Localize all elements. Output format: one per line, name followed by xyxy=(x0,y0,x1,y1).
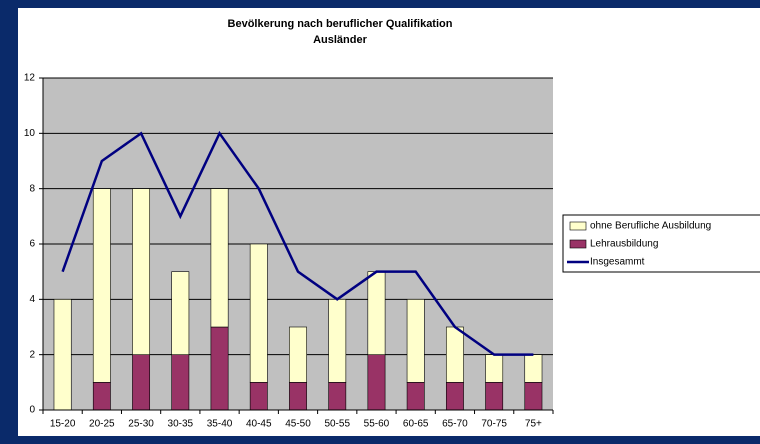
x-tick-label: 75+ xyxy=(525,419,542,430)
bar-segment xyxy=(92,188,111,383)
x-tick-label: 20-25 xyxy=(89,419,115,430)
y-tick-label: 6 xyxy=(29,239,35,250)
bar-segment xyxy=(289,326,307,383)
bar-segment xyxy=(485,354,504,383)
x-tick-label: 15-20 xyxy=(50,419,76,430)
bar-segment xyxy=(328,299,347,383)
x-tick-label: 55-60 xyxy=(364,419,390,430)
bar-segment xyxy=(171,271,190,355)
bar-segment xyxy=(367,354,386,411)
y-tick-label: 8 xyxy=(29,183,35,194)
y-tick-label: 0 xyxy=(29,405,35,416)
bar-segment xyxy=(445,326,464,383)
legend-label: Lehrausbildung xyxy=(590,239,658,250)
bar-segment xyxy=(406,382,425,411)
x-tick-label: 30-35 xyxy=(168,419,194,430)
bar-segment xyxy=(289,382,307,411)
bar-segment xyxy=(524,382,543,411)
chart-subtitle: Ausländer xyxy=(313,34,368,46)
line-series xyxy=(61,130,534,356)
chart-title: Bevölkerung nach beruflicher Qualifikati… xyxy=(228,18,453,30)
bar-segment xyxy=(132,188,151,355)
x-tick-label: 40-45 xyxy=(246,419,272,430)
x-tick-label: 60-65 xyxy=(403,419,429,430)
y-tick-label: 4 xyxy=(29,294,35,305)
bar-segment xyxy=(367,271,386,355)
x-tick-label: 50-55 xyxy=(324,419,350,430)
bar-segment xyxy=(249,382,268,411)
bar-segment xyxy=(210,326,229,411)
legend-box xyxy=(562,214,760,273)
x-tick-label: 35-40 xyxy=(207,419,233,430)
bar-segment xyxy=(92,382,111,411)
legend-label: Insgesammt xyxy=(590,257,645,268)
x-tick-label: 70-75 xyxy=(481,419,507,430)
y-tick-label: 12 xyxy=(24,73,36,84)
bar-segment xyxy=(171,354,190,411)
bar-segment xyxy=(249,243,268,383)
x-tick-label: 65-70 xyxy=(442,419,468,430)
y-tick-label: 10 xyxy=(24,128,36,139)
x-tick-label: 25-30 xyxy=(128,419,154,430)
bar-segment xyxy=(445,382,464,411)
bar-segment xyxy=(524,354,543,383)
x-tick-label: 45-50 xyxy=(285,419,311,430)
legend-swatch xyxy=(569,221,587,231)
legend-label: ohne Berufliche Ausbildung xyxy=(590,221,711,232)
y-tick-label: 2 xyxy=(29,349,35,360)
bar-segment xyxy=(53,299,72,411)
bar-segment xyxy=(406,299,425,383)
bar-segment xyxy=(132,354,151,411)
legend-swatch xyxy=(569,239,587,249)
bar-segment xyxy=(328,382,347,411)
bar-segment xyxy=(210,188,229,328)
bar-segment xyxy=(485,382,504,411)
